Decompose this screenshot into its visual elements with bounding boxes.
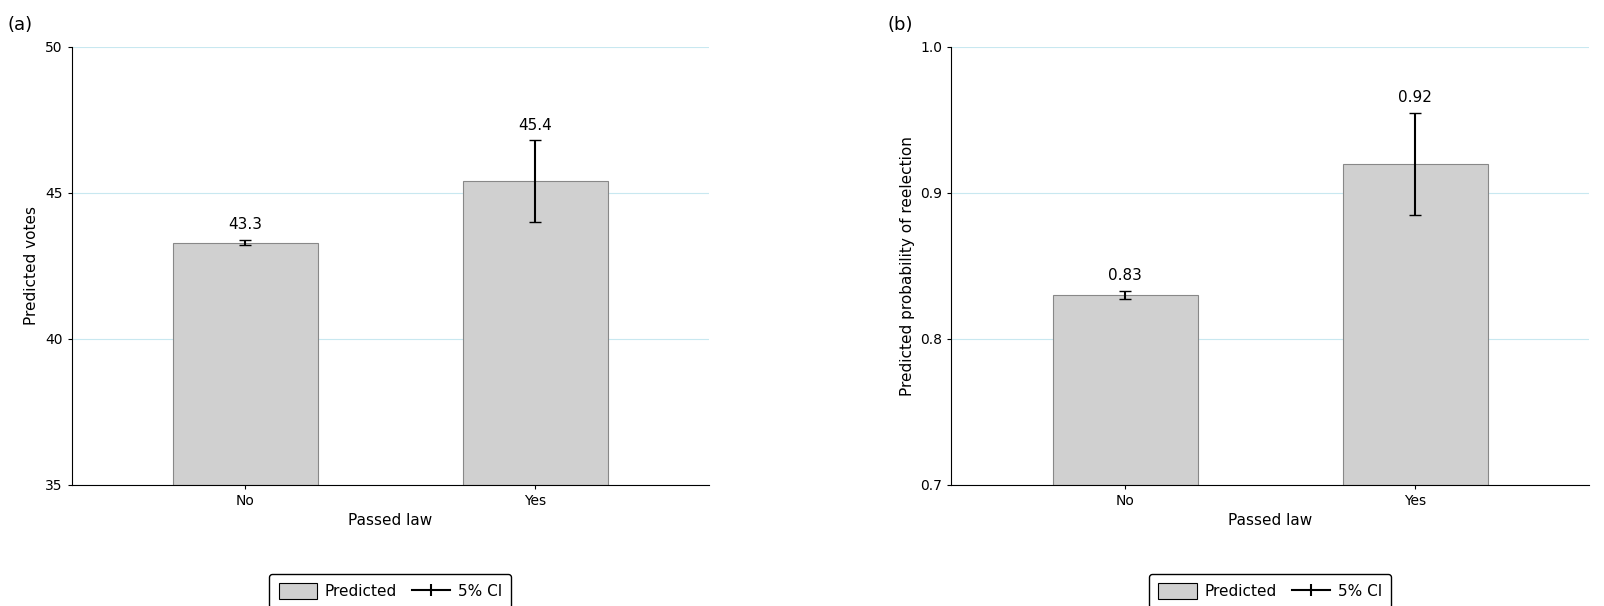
Y-axis label: Predicted probability of reelection: Predicted probability of reelection <box>900 136 914 396</box>
Text: (b): (b) <box>887 16 913 34</box>
Text: 45.4: 45.4 <box>518 118 552 133</box>
Bar <box>1343 164 1487 485</box>
Text: (a): (a) <box>8 16 32 34</box>
Bar <box>173 242 318 485</box>
Legend: Predicted, 5% CI: Predicted, 5% CI <box>269 574 512 606</box>
Text: 43.3: 43.3 <box>228 217 263 231</box>
Y-axis label: Predicted votes: Predicted votes <box>24 207 40 325</box>
X-axis label: Passed law: Passed law <box>1229 513 1312 528</box>
X-axis label: Passed law: Passed law <box>348 513 433 528</box>
Bar <box>464 181 608 485</box>
Legend: Predicted, 5% CI: Predicted, 5% CI <box>1150 574 1391 606</box>
Text: 0.92: 0.92 <box>1399 90 1432 105</box>
Text: 0.83: 0.83 <box>1108 268 1142 283</box>
Bar <box>1052 295 1198 485</box>
